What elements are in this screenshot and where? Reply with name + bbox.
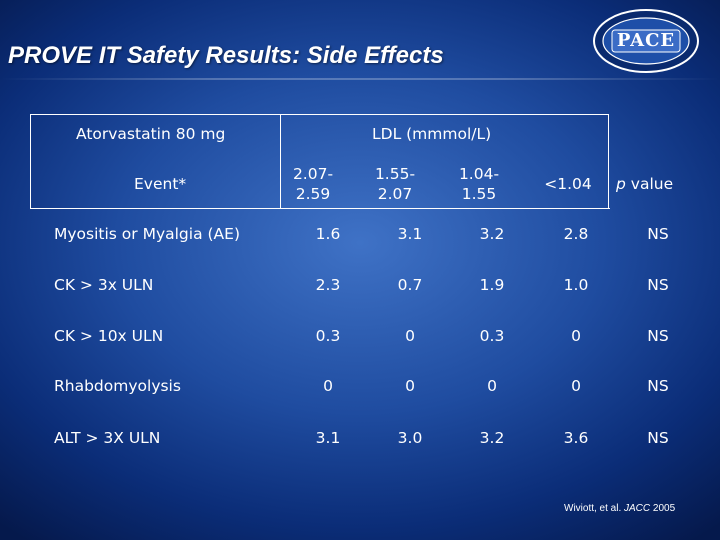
group-header-ldl: LDL (mmmol/L)	[372, 125, 492, 143]
table-cell: 0	[571, 327, 581, 345]
table-cell: 0.7	[397, 276, 423, 294]
row-event-label: ALT > 3X ULN	[54, 429, 161, 447]
row-event-label: CK > 3x ULN	[54, 276, 154, 294]
table-cell: 0.3	[315, 327, 341, 345]
event-header: Event*	[134, 175, 187, 193]
p-value-cell: NS	[647, 276, 669, 294]
table-cell: 3.2	[479, 429, 505, 447]
table-cell: 0	[487, 377, 497, 395]
p-value-header: p value	[616, 175, 674, 193]
row-event-label: Myositis or Myalgia (AE)	[54, 225, 240, 243]
table-cell: 0	[323, 377, 333, 395]
header-divider-left	[280, 114, 281, 209]
citation: Wiviott, et al. JACC 2005	[564, 503, 676, 514]
table-cell: 3.6	[563, 429, 589, 447]
table-cell: 2.8	[563, 225, 589, 243]
table-cell: 0	[571, 377, 581, 395]
table-cell: 1.9	[479, 276, 505, 294]
table-header-bottom-border	[30, 208, 610, 209]
column-header-ldl-1: 2.07- 2.59	[292, 165, 334, 203]
slide-title: PROVE IT Safety Results: Side Effects	[8, 42, 444, 69]
pace-logo-emblem	[593, 9, 699, 73]
p-value-cell: NS	[647, 327, 669, 345]
table-top-border	[30, 114, 608, 115]
p-value-cell: NS	[647, 377, 669, 395]
group-header-drug: Atorvastatin 80 mg	[76, 125, 226, 143]
table-cell: 3.1	[315, 429, 341, 447]
table-cell: 3.0	[397, 429, 423, 447]
row-event-label: Rhabdomyolysis	[54, 377, 181, 395]
column-header-ldl-3: 1.04- 1.55	[458, 165, 500, 203]
table-cell: 1.0	[563, 276, 589, 294]
title-bar: PROVE IT Safety Results: Side Effects	[0, 0, 720, 90]
header-divider-right	[608, 114, 609, 209]
table-cell: 3.2	[479, 225, 505, 243]
table-cell: 1.6	[315, 225, 341, 243]
table-cell: 2.3	[315, 276, 341, 294]
p-value-cell: NS	[647, 429, 669, 447]
title-divider	[0, 78, 720, 80]
column-header-ldl-4: <1.04	[544, 175, 592, 193]
row-event-label: CK > 10x ULN	[54, 327, 164, 345]
p-value-cell: NS	[647, 225, 669, 243]
table-cell: 3.1	[397, 225, 423, 243]
logo-name: PACE	[616, 30, 676, 51]
table-cell: 0.3	[479, 327, 505, 345]
pace-logo: PACE	[592, 8, 700, 74]
table-cell: 0	[405, 327, 415, 345]
table-cell: 0	[405, 377, 415, 395]
column-header-ldl-2: 1.55- 2.07	[374, 165, 416, 203]
table-left-border	[30, 114, 31, 209]
